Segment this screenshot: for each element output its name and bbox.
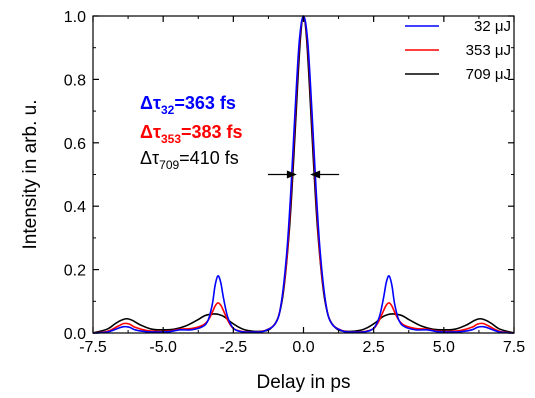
x-tick-label: 7.5 (503, 339, 525, 356)
x-tick-label: -7.5 (79, 339, 107, 356)
y-tick-label: 0.2 (64, 263, 86, 280)
fwhm-annotation: Δτ353=383 fs (140, 122, 243, 146)
x-axis-title: Delay in ps (257, 372, 351, 393)
x-tick-label: -5.0 (149, 339, 177, 356)
x-tick-label: 0.0 (292, 339, 314, 356)
fwhm-arrowhead-right (310, 170, 321, 179)
legend-label: 353 μJ (466, 42, 511, 59)
y-tick-label: 1.0 (64, 9, 86, 26)
legend-label: 32 μJ (474, 18, 511, 35)
fwhm-annotation: Δτ709=410 fs (140, 148, 239, 172)
legend: 32 μJ 353 μJ 709 μJ (405, 18, 511, 83)
tick-layer: -7.5 -5.0 -2.5 0.0 2.5 5.0 7.5 0.0 0.2 0.4 0.6 0.8 1… (64, 9, 525, 356)
y-tick-label: 0.4 (64, 199, 86, 216)
fwhm-arrowhead-left (286, 170, 297, 179)
y-tick-label: 0.8 (64, 72, 86, 89)
x-tick-label: 5.0 (433, 339, 455, 356)
x-tick-label: 2.5 (363, 339, 385, 356)
y-tick-label: 0.0 (64, 326, 86, 343)
fwhm-annotation: Δτ32=363 fs (140, 93, 236, 117)
y-axis-title: Intensity in arb. u. (20, 100, 41, 250)
legend-label: 709 μJ (466, 66, 511, 83)
x-tick-label: -2.5 (220, 339, 248, 356)
y-tick-label: 0.6 (64, 136, 86, 153)
